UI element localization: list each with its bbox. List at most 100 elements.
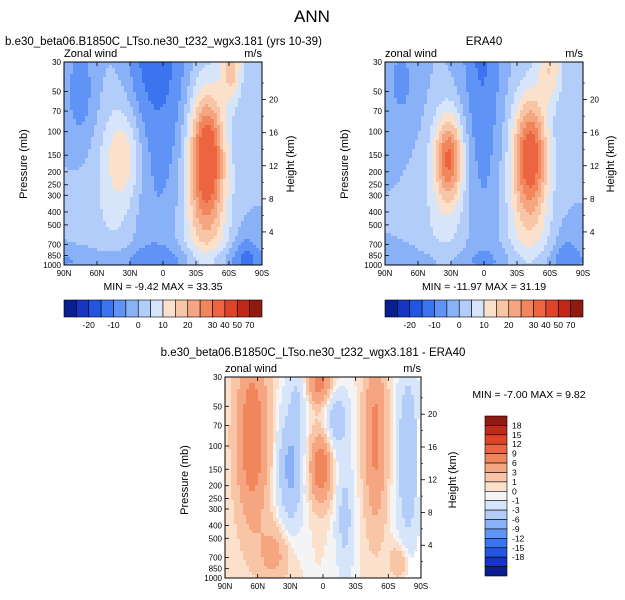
panel-diff-ylabel: Pressure (mb) — [179, 445, 191, 515]
panel-obs-ylabel: Pressure (mb) — [339, 129, 351, 199]
cb-diff-label: -1 — [512, 496, 520, 506]
cb-model-swatch — [187, 299, 201, 318]
cb-model-swatch — [162, 299, 176, 318]
p-diff-xtick: 60N — [250, 582, 265, 591]
p-model-xtick: 60N — [90, 269, 105, 278]
cb-diff-swatch — [484, 556, 508, 567]
p-obs-ytick: 1000 — [364, 261, 382, 270]
cb-obs-swatch — [520, 299, 534, 318]
cb-model-swatch — [76, 299, 90, 318]
p-obs-ytick: 30 — [373, 58, 382, 67]
p-diff-htick: 4 — [428, 541, 433, 550]
p-diff-ytick: 70 — [213, 422, 222, 431]
p-diff-ytick: 30 — [213, 373, 222, 382]
cb-diff-swatch — [484, 443, 508, 454]
panel-model-left-label: Zonal wind — [64, 48, 117, 60]
p-diff-ytick: 100 — [209, 442, 223, 451]
p-diff-xtick: 30S — [349, 582, 363, 591]
p-obs-ytick: 850 — [369, 252, 383, 261]
cb-model-label: 70 — [245, 320, 255, 330]
p-model-ytick: 500 — [48, 221, 62, 230]
p-obs-ytick: 100 — [369, 128, 383, 137]
p-obs-field — [385, 62, 583, 266]
cb-obs-label: 30 — [529, 320, 539, 330]
p-model-ytick: 150 — [48, 151, 62, 160]
p-model-xtick: 90S — [255, 269, 269, 278]
cb-obs-label: 50 — [554, 320, 564, 330]
cb-diff-label: 3 — [512, 467, 517, 477]
p-diff-xtick: 30N — [283, 582, 298, 591]
cb-obs-swatch — [397, 299, 411, 318]
cb-model-swatch — [125, 299, 139, 318]
cb-diff-swatch — [484, 538, 508, 549]
cb-model-swatch — [88, 299, 102, 318]
p-obs-ytick: 70 — [373, 107, 382, 116]
p-diff-ytick: 1000 — [204, 574, 222, 583]
cb-model-label: 30 — [208, 320, 218, 330]
p-model-ytick: 100 — [48, 128, 62, 137]
cb-model-label: 40 — [220, 320, 230, 330]
p-model-ytick: 850 — [48, 252, 62, 261]
panel-diff-plot: 305070100150200250300400500700850100090N… — [204, 373, 437, 591]
cb-diff-label: 15 — [512, 430, 522, 440]
p-diff-htick: 12 — [428, 476, 437, 485]
cb-obs-swatch — [570, 299, 584, 318]
panel-diff: b.e30_beta06.B1850C_LTso.ne30_t232_wgx3.… — [161, 347, 586, 591]
p-obs-htick: 20 — [590, 96, 599, 105]
cb-model-swatch — [150, 299, 164, 318]
cb-obs-swatch — [533, 299, 547, 318]
cb-diff-label: 0 — [512, 486, 517, 496]
p-diff-htick: 8 — [428, 508, 433, 517]
panel-diff-minmax: MIN = -7.00 MAX = 9.82 — [472, 389, 585, 401]
cb-obs-label: 10 — [479, 320, 489, 330]
panel-diff-units: m/s — [403, 363, 421, 375]
panel-obs-ylabel-right: Height (km) — [605, 136, 617, 193]
cb-diff-label: -9 — [512, 524, 520, 534]
cb-obs-label: -20 — [404, 320, 417, 330]
p-model-htick: 20 — [269, 96, 278, 105]
p-diff-xtick: 60S — [381, 582, 395, 591]
p-diff-ytick: 500 — [209, 534, 223, 543]
p-obs-ytick: 250 — [369, 181, 383, 190]
panel-obs-left-label: zonal wind — [385, 48, 437, 60]
p-obs-htick: 12 — [590, 162, 599, 171]
p-model-ytick: 50 — [52, 88, 61, 97]
panel-model: b.e30_beta06.B1850C_LTso.ne30_t232_wgx3.… — [5, 36, 322, 293]
p-obs-ytick: 300 — [369, 191, 383, 200]
cb-obs-label: 0 — [457, 320, 462, 330]
p-diff-ytick: 50 — [213, 402, 222, 411]
p-model-htick: 12 — [269, 162, 278, 171]
cb-obs-swatch — [471, 299, 485, 318]
cb-diff-swatch — [484, 509, 508, 520]
cb-model-swatch — [199, 299, 213, 318]
cb-obs-swatch — [421, 299, 435, 318]
p-diff-ytick: 300 — [209, 505, 223, 514]
panel-diff-ylabel-right: Height (km) — [447, 452, 459, 509]
p-model-ytick: 400 — [48, 208, 62, 217]
cb-diff-label: -15 — [512, 543, 525, 553]
cb-obs-swatch — [446, 299, 460, 318]
cb-diff-swatch — [484, 481, 508, 492]
cb-diff-label: -18 — [512, 552, 525, 562]
p-model-ytick: 700 — [48, 240, 62, 249]
p-model-xtick: 30N — [123, 269, 138, 278]
panel-model-ylabel: Pressure (mb) — [18, 129, 30, 199]
p-obs-ytick: 500 — [369, 221, 383, 230]
p-diff-htick: 16 — [428, 443, 437, 452]
p-model-xtick: 0 — [161, 269, 166, 278]
p-obs-xtick: 90S — [576, 269, 590, 278]
panel-obs-title: ERA40 — [466, 36, 502, 48]
panel-model-title: b.e30_beta06.B1850C_LTso.ne30_t232_wgx3.… — [5, 36, 322, 48]
cb-model-swatch — [249, 299, 263, 318]
cb-model-label: -10 — [107, 320, 120, 330]
panel-diff-title: b.e30_beta06.B1850C_LTso.ne30_t232_wgx3.… — [161, 347, 466, 359]
p-model-ytick: 70 — [52, 107, 61, 116]
p-diff-ytick: 250 — [209, 495, 223, 504]
cb-diff-swatch — [484, 425, 508, 436]
p-obs-htick: 8 — [590, 195, 595, 204]
cb-diff-label: -6 — [512, 515, 520, 525]
cb-obs-swatch — [496, 299, 510, 318]
panel-obs: ERA40 zonal wind m/s Pressure (mb) Heigh… — [339, 36, 617, 293]
